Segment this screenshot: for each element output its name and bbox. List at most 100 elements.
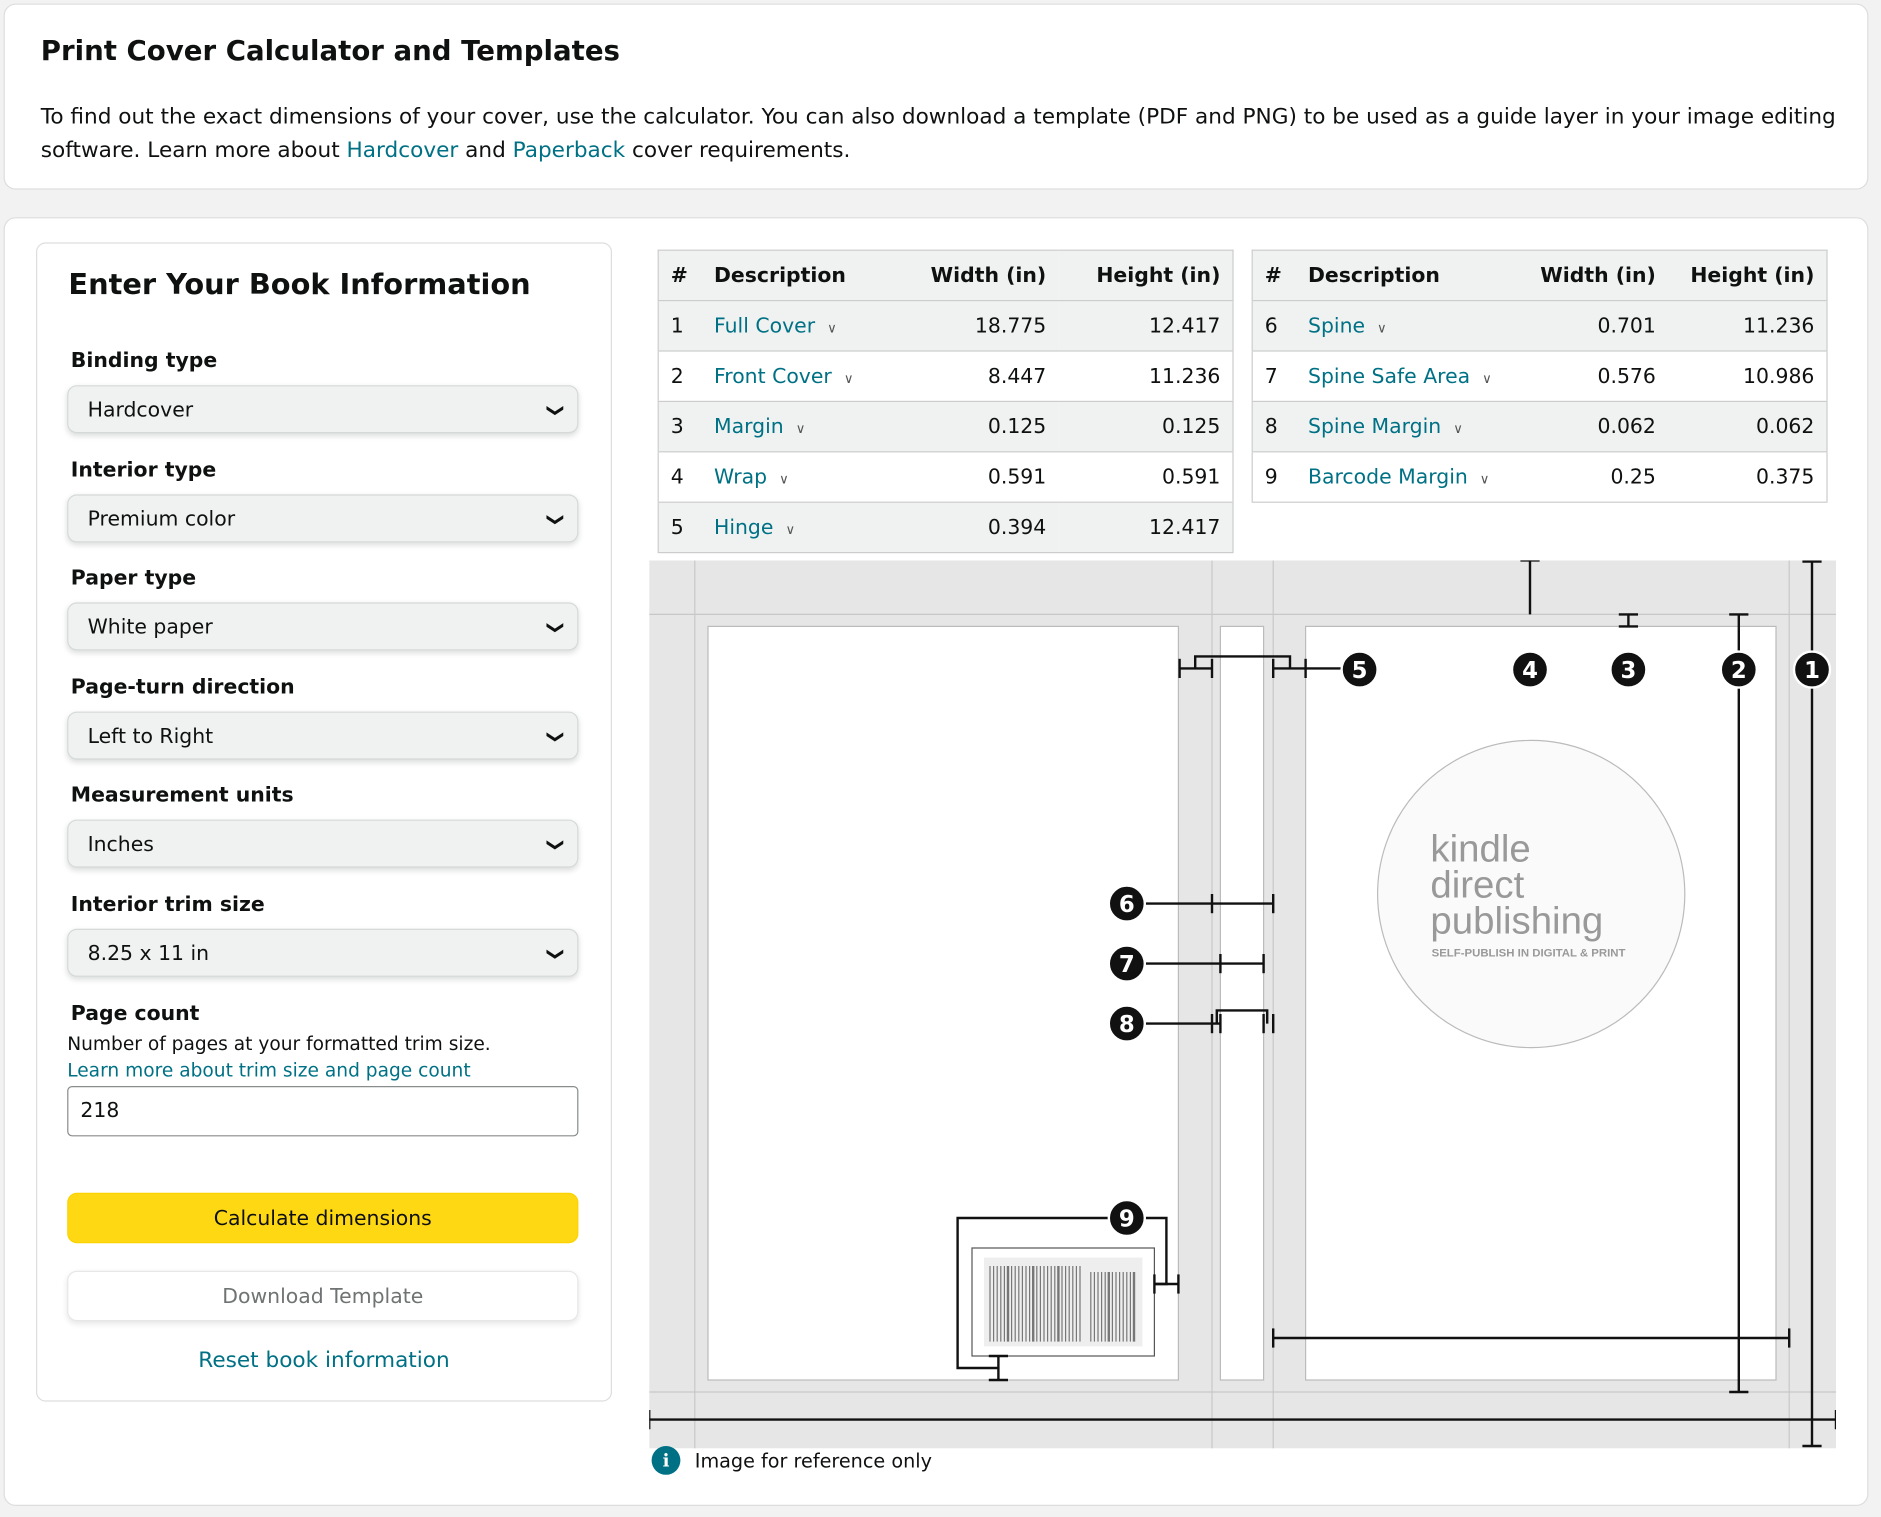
- table-row: 5 Hinge ∨ 0.394 12.417: [658, 502, 1233, 554]
- table-row: 8 Spine Margin ∨ 0.062 0.062: [1252, 401, 1828, 453]
- chevron-down-icon: ∨: [785, 521, 796, 537]
- description-link[interactable]: Hinge: [714, 515, 774, 540]
- hardcover-link[interactable]: Hardcover: [346, 138, 459, 164]
- description-link[interactable]: Margin: [714, 414, 784, 439]
- dimensions-table-1: # Description Width (in) Height (in) 1 Full C…: [657, 249, 1234, 554]
- marker-5: 5: [1340, 650, 1379, 689]
- logo-direct: direct: [1430, 864, 1524, 907]
- row-number: 2: [658, 351, 702, 403]
- row-number: 1: [658, 300, 702, 352]
- row-number: 4: [658, 451, 702, 503]
- download-template-button[interactable]: Download Template: [67, 1270, 579, 1322]
- trim-size-link[interactable]: Learn more about trim size and page coun…: [67, 1059, 471, 1082]
- table-header: # Description Width (in) Height (in): [1252, 250, 1828, 302]
- dimension-lines: [649, 560, 1837, 1448]
- paperback-link[interactable]: Paperback: [512, 138, 626, 164]
- field-select[interactable]: White paper ❯: [67, 602, 579, 651]
- kdp-logo: kindle direct publishing SELF-PUBLISH IN…: [1377, 739, 1686, 1049]
- marker-label: 1: [1804, 658, 1820, 684]
- chevron-down-icon: ∨: [1377, 319, 1387, 336]
- field-label: Page-turn direction: [70, 675, 295, 700]
- row-description[interactable]: Spine Safe Area ∨: [1296, 351, 1519, 403]
- description-link[interactable]: Front Cover: [714, 364, 832, 389]
- field-label: Measurement units: [70, 784, 294, 809]
- row-description[interactable]: Margin ∨: [702, 401, 895, 453]
- chevron-down-icon: ∨: [1479, 471, 1490, 487]
- marker-7: 7: [1107, 944, 1147, 983]
- marker-label: 4: [1522, 658, 1538, 684]
- chevron-down-icon: ∨: [1453, 420, 1463, 437]
- row-width: 18.775: [894, 300, 1059, 352]
- form-title: Enter Your Book Information: [68, 267, 531, 302]
- row-width: 0.125: [894, 401, 1059, 453]
- row-height: 12.417: [1058, 502, 1233, 554]
- table-row: 7 Spine Safe Area ∨ 0.576 10.986: [1252, 351, 1828, 403]
- description-link[interactable]: Spine: [1308, 313, 1366, 338]
- spine-panel: [1219, 625, 1265, 1381]
- intro-end: cover requirements.: [625, 138, 851, 164]
- col-width: Width (in): [894, 250, 1059, 302]
- row-height: 0.062: [1667, 401, 1828, 453]
- field-label: Binding type: [70, 349, 218, 374]
- select-value: White paper: [87, 615, 213, 640]
- row-height: 0.375: [1667, 451, 1828, 503]
- table-row: 1 Full Cover ∨ 18.775 12.417: [658, 300, 1233, 352]
- field-select[interactable]: Hardcover ❯: [67, 385, 579, 434]
- select-value: 8.25 x 11 in: [87, 942, 210, 967]
- marker-2: 2: [1719, 650, 1759, 689]
- intro-and: and: [458, 138, 513, 164]
- dimensions-table-2: # Description Width (in) Height (in) 6 Spine ∨…: [1251, 249, 1828, 503]
- col-description: Description: [702, 250, 895, 302]
- marker-3: 3: [1609, 650, 1648, 689]
- chevron-down-icon: ∨: [779, 471, 789, 487]
- field-select[interactable]: Inches ❯: [67, 820, 579, 869]
- field-select[interactable]: 8.25 x 11 in ❯: [67, 928, 579, 977]
- chevron-down-icon: ❯: [546, 946, 566, 962]
- field-select[interactable]: Premium color ❯: [67, 493, 579, 542]
- marker-4: 4: [1510, 650, 1550, 689]
- field-select[interactable]: Left to Right ❯: [67, 711, 579, 760]
- row-description[interactable]: Front Cover ∨: [702, 351, 895, 403]
- description-link[interactable]: Spine Safe Area: [1308, 364, 1471, 389]
- marker-label: 2: [1731, 658, 1747, 684]
- row-width: 0.062: [1518, 401, 1668, 453]
- row-description[interactable]: Barcode Margin ∨: [1296, 451, 1519, 503]
- table-row: 3 Margin ∨ 0.125 0.125: [658, 401, 1233, 453]
- select-value: Hardcover: [87, 398, 194, 423]
- description-link[interactable]: Full Cover: [714, 313, 816, 338]
- table-row: 6 Spine ∨ 0.701 11.236: [1252, 300, 1828, 352]
- row-description[interactable]: Hinge ∨: [702, 502, 895, 554]
- marker-label: 7: [1119, 952, 1135, 978]
- row-description[interactable]: Full Cover ∨: [702, 300, 895, 352]
- logo-tagline: SELF-PUBLISH IN DIGITAL & PRINT: [1432, 947, 1626, 959]
- marker-label: 6: [1119, 892, 1135, 918]
- row-number: 8: [1252, 401, 1296, 453]
- description-link[interactable]: Barcode Margin: [1308, 465, 1468, 490]
- chevron-down-icon: ∨: [827, 319, 837, 336]
- barcode-box: [971, 1247, 1156, 1357]
- row-number: 3: [658, 401, 702, 453]
- chevron-down-icon: ∨: [795, 420, 806, 437]
- logo-publishing: publishing: [1430, 900, 1603, 943]
- row-description[interactable]: Spine ∨: [1296, 300, 1519, 352]
- cover-diagram: kindle direct publishing SELF-PUBLISH IN…: [649, 560, 1837, 1449]
- chevron-down-icon: ❯: [546, 838, 566, 853]
- description-link[interactable]: Spine Margin: [1308, 414, 1442, 439]
- page-count-input[interactable]: 218: [67, 1086, 579, 1137]
- marker-label: 5: [1352, 658, 1368, 684]
- select-value: Left to Right: [87, 724, 214, 749]
- table-header: # Description Width (in) Height (in): [658, 250, 1233, 302]
- page-title: Print Cover Calculator and Templates: [40, 36, 620, 68]
- row-description[interactable]: Spine Margin ∨: [1296, 401, 1519, 453]
- description-link[interactable]: Wrap: [714, 465, 768, 490]
- logo-kindle: kindle: [1430, 828, 1530, 871]
- chevron-down-icon: ∨: [843, 370, 854, 386]
- field-label: Interior type: [70, 457, 217, 482]
- reference-note: i Image for reference only: [651, 1446, 932, 1475]
- row-height: 11.236: [1058, 351, 1233, 403]
- row-height: 11.236: [1667, 300, 1828, 352]
- reset-book-information-link[interactable]: Reset book information: [198, 1347, 450, 1373]
- row-description[interactable]: Wrap ∨: [702, 451, 895, 503]
- calculate-dimensions-button[interactable]: Calculate dimensions: [67, 1192, 579, 1244]
- book-info-form: Enter Your Book Information Binding type…: [36, 242, 612, 1402]
